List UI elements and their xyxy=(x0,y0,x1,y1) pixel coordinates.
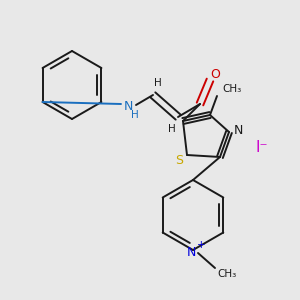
Text: N: N xyxy=(123,100,133,112)
Text: CH₃: CH₃ xyxy=(217,269,236,279)
Text: H: H xyxy=(154,78,162,88)
Text: O: O xyxy=(210,68,220,80)
Text: N: N xyxy=(186,247,196,260)
Text: CH₃: CH₃ xyxy=(222,84,241,94)
Text: H: H xyxy=(131,110,139,120)
Text: N: N xyxy=(233,124,243,137)
Text: I⁻: I⁻ xyxy=(256,140,268,155)
Text: H: H xyxy=(168,124,176,134)
Text: +: + xyxy=(197,240,205,250)
Text: S: S xyxy=(175,154,183,166)
